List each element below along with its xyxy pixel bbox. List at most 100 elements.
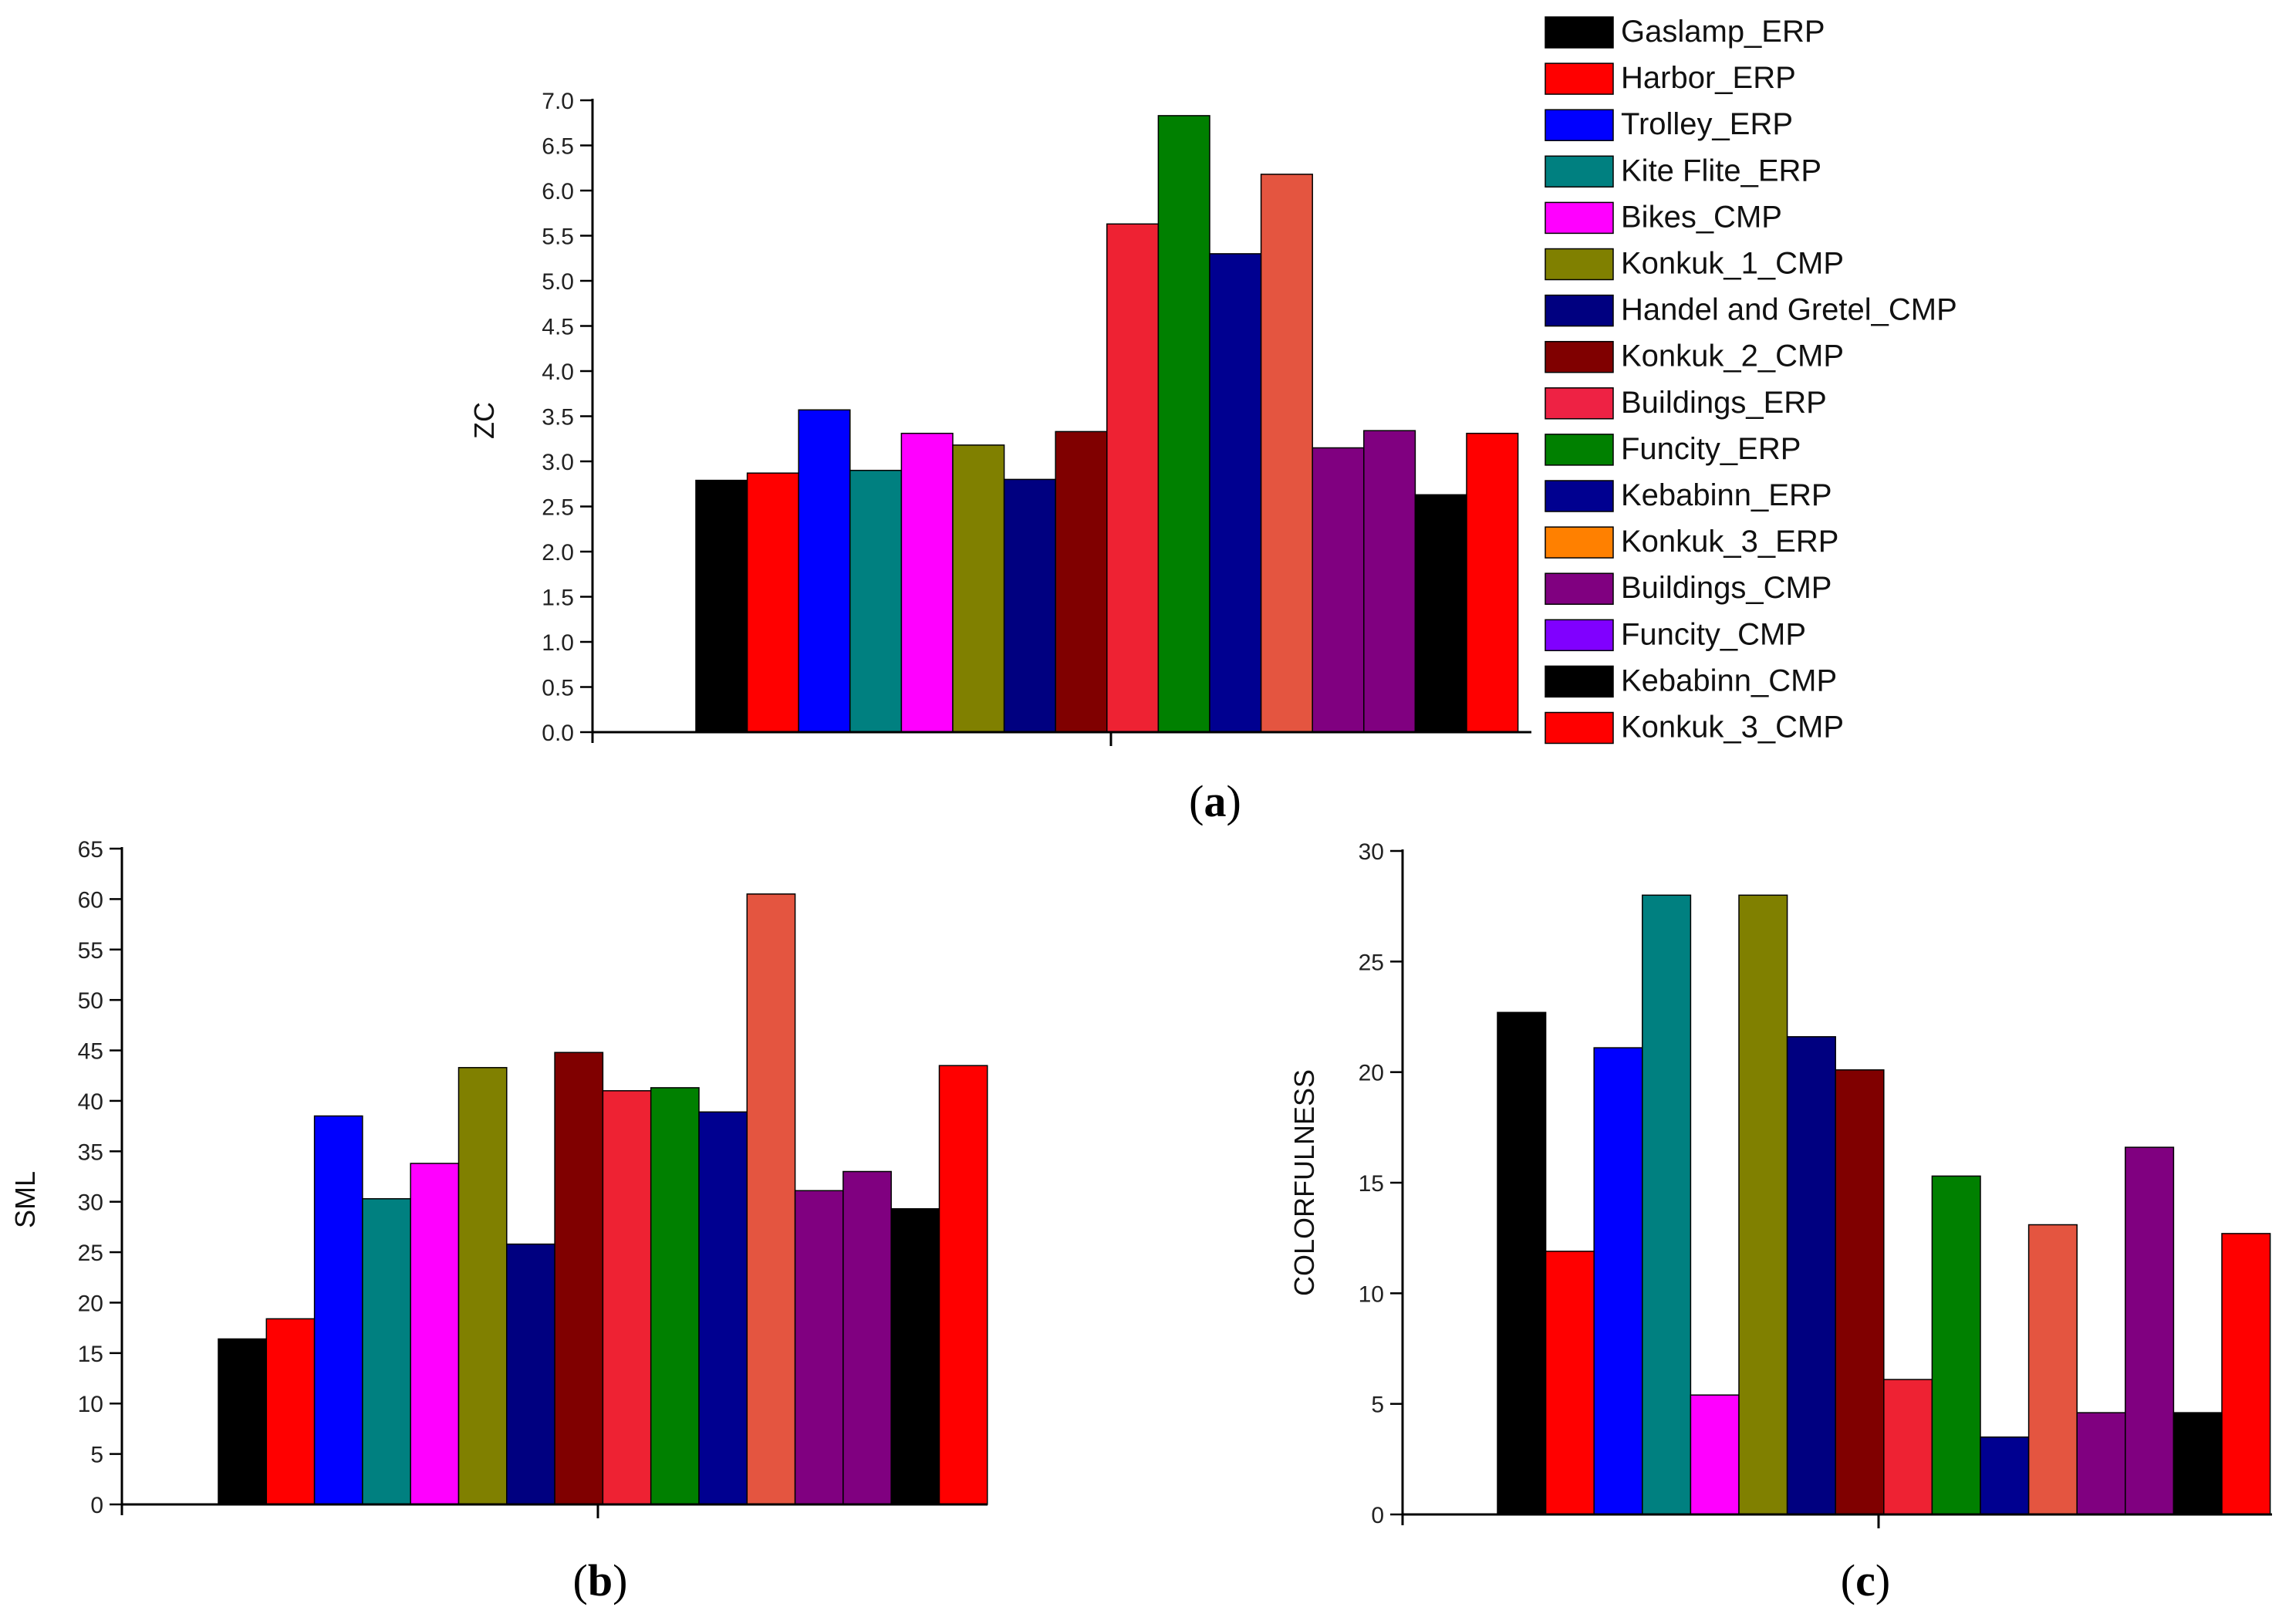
y-tick-label: 45 (78, 1039, 103, 1065)
bar-kebabinn-erp (698, 1111, 748, 1505)
legend-label: Funcity_ERP (1621, 432, 1801, 466)
y-tick-label: 20 (1359, 1061, 1384, 1086)
bar-series (218, 893, 988, 1505)
bar-gaslamp-erp (1497, 1011, 1547, 1515)
bar-konkuk-3-cmp (938, 1065, 988, 1505)
chart-panel-colorfulness: 0 5 10 15 20 25 30 COLORFULNESS (c) (1288, 839, 2272, 1605)
legend-swatch (1545, 572, 1614, 605)
y-axis-title: COLORFULNESS (1288, 1069, 1320, 1296)
y-tick-label: 5 (90, 1443, 103, 1468)
legend-swatch (1545, 248, 1614, 281)
y-axis-title: SML (9, 1171, 41, 1228)
legend-swatch (1545, 294, 1614, 327)
bar-konkuk-3-erp (2027, 1224, 2078, 1515)
legend-item: Konkuk_2_CMP (1545, 339, 1844, 373)
legend-swatch (1545, 201, 1614, 235)
bar-konkuk-1-cmp (1738, 894, 1788, 1515)
legend-item: Kebabinn_CMP (1545, 663, 1837, 697)
y-tick-label: 7.0 (542, 89, 574, 114)
legend-swatch (1545, 434, 1614, 466)
bar-trolley-erp (1593, 1047, 1643, 1515)
bar-kebabinn-cmp (1414, 494, 1467, 733)
y-tick-label: 1.5 (542, 586, 574, 611)
y-tick-label: 3.5 (542, 405, 574, 430)
bar-gaslamp-erp (695, 479, 748, 733)
bar-funcity-cmp (1363, 430, 1416, 733)
bar-konkuk-3-erp (1260, 174, 1313, 733)
y-tick-label: 10 (1359, 1281, 1384, 1307)
legend-item: Funcity_ERP (1545, 432, 1801, 466)
legend-label: Harbor_ERP (1621, 61, 1796, 95)
panel-caption-letter: a (1204, 776, 1227, 826)
bar-handel-and-gretel-cmp (1003, 478, 1056, 733)
panel-caption: (a) (1189, 776, 1241, 826)
y-tick-label: 0.0 (542, 721, 574, 746)
y-tick-label: 5.5 (542, 225, 574, 250)
y-axis-title: ZC (468, 402, 500, 439)
bar-kite-flite-erp (849, 469, 903, 733)
bar-series (1497, 894, 2271, 1515)
panel-caption-letter: c (1855, 1555, 1875, 1605)
legend-item: Kite Flite_ERP (1545, 154, 1821, 187)
panel-caption: (c) (1841, 1555, 1890, 1605)
legend-swatch (1545, 155, 1614, 188)
y-tick-label: 30 (1359, 839, 1384, 865)
legend-label: Buildings_ERP (1621, 386, 1827, 420)
legend-item: Harbor_ERP (1545, 61, 1796, 95)
legend-label: Funcity_CMP (1621, 617, 1806, 651)
bar-konkuk-3-cmp (2221, 1233, 2271, 1515)
bar-konkuk-2-cmp (554, 1052, 604, 1505)
bar-konkuk-2-cmp (1055, 430, 1108, 733)
legend-swatch (1545, 619, 1614, 652)
y-tick-label: 20 (78, 1291, 103, 1316)
bar-series (695, 115, 1519, 733)
legend-item: Gaslamp_ERP (1545, 15, 1825, 49)
y-tick-label: 35 (78, 1140, 103, 1165)
bar-buildings-erp (1883, 1379, 1933, 1515)
legend-swatch (1545, 109, 1614, 141)
y-tick-label: 0.5 (542, 676, 574, 701)
legend-label: Konkuk_3_CMP (1621, 711, 1844, 744)
legend-item: Trolley_ERP (1545, 107, 1793, 141)
bar-harbor-erp (746, 472, 799, 733)
y-tick-label: 15 (1359, 1171, 1384, 1197)
legend-label: Kebabinn_ERP (1621, 478, 1832, 512)
legend-swatch (1545, 16, 1614, 49)
bar-handel-and-gretel-cmp (1786, 1036, 1836, 1515)
legend-item: Kebabinn_ERP (1545, 478, 1832, 512)
y-tick-label: 6.0 (542, 179, 574, 204)
bar-trolley-erp (798, 409, 851, 733)
bar-bikes-cmp (900, 432, 954, 733)
legend-item: Buildings_ERP (1545, 386, 1827, 420)
panel-caption-letter: b (588, 1555, 613, 1605)
y-tick-label: 25 (1359, 950, 1384, 975)
legend-label: Konkuk_3_ERP (1621, 525, 1838, 559)
bar-funcity-erp (650, 1087, 700, 1505)
legend-item: Konkuk_3_CMP (1545, 711, 1844, 744)
y-tick-label: 60 (78, 887, 103, 913)
y-tick-label: 30 (78, 1190, 103, 1216)
legend-item: Konkuk_1_CMP (1545, 247, 1844, 281)
legend-swatch (1545, 387, 1614, 420)
y-tick-label: 0 (90, 1493, 103, 1518)
y-tick-label: 25 (78, 1241, 103, 1266)
legend-item: Konkuk_3_ERP (1545, 525, 1838, 559)
bar-gaslamp-erp (218, 1338, 268, 1505)
legend-label: Bikes_CMP (1621, 200, 1782, 234)
y-tick-label: 50 (78, 988, 103, 1014)
bar-kebabinn-erp (1980, 1436, 2030, 1515)
legend-label: Buildings_CMP (1621, 571, 1832, 605)
chart-legend: Gaslamp_ERP Harbor_ERP Trolley_ERP Kite Fli… (1545, 15, 1957, 744)
y-tick-label: 65 (78, 837, 103, 863)
bar-bikes-cmp (1690, 1394, 1740, 1515)
bar-kebabinn-cmp (2173, 1412, 2223, 1515)
y-tick-label: 1.0 (542, 630, 574, 656)
y-tick-label: 40 (78, 1089, 103, 1115)
legend-item: Funcity_CMP (1545, 617, 1806, 651)
bar-konkuk-3-erp (746, 893, 796, 1505)
y-tick-label: 6.5 (542, 134, 574, 160)
y-tick-label: 4.0 (542, 360, 574, 385)
bar-bikes-cmp (410, 1163, 460, 1505)
legend-label: Kite Flite_ERP (1621, 154, 1821, 187)
